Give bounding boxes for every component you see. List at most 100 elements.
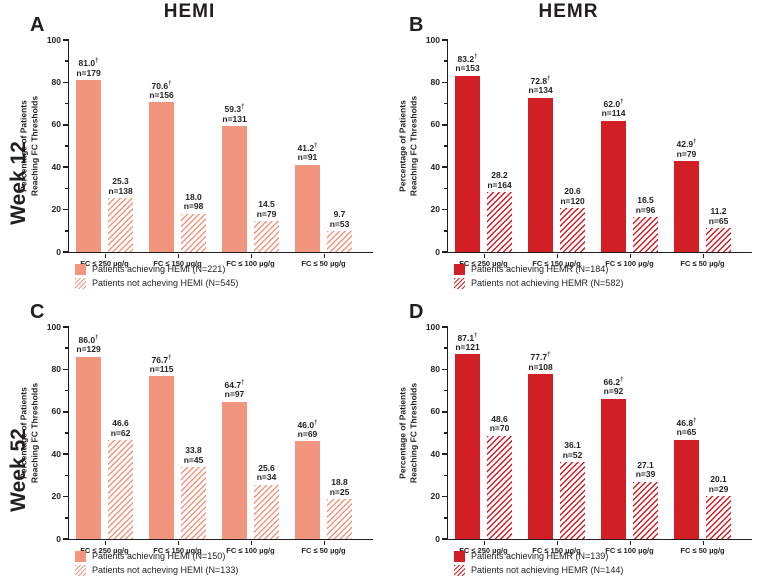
x-tick [177, 253, 179, 258]
bar-group: 46.0† n=69 18.8 n=25 FC ≤ 50 µg/g [295, 327, 352, 555]
bar-cell: 16.5 n=96 [633, 40, 658, 252]
bar-value-label: 33.8 n=45 [184, 446, 204, 465]
bar-n-value: n=91 [297, 152, 318, 163]
y-axis-label-line1: Percentage of Patients [18, 387, 29, 479]
bar-cell: 87.1† n=121 [455, 327, 480, 539]
y-tick-label: 0 [435, 533, 440, 544]
y-axis-label-line1: Percentage of Patients [397, 100, 408, 192]
bar-percent-value: 64.7† [224, 379, 245, 390]
category-label: FC ≤ 250 µg/g [459, 259, 508, 268]
legend-row: Patients not achieving HEMR (N=582) [454, 278, 623, 289]
x-tick [483, 540, 485, 545]
y-tick-label: 100 [46, 321, 61, 332]
dagger-symbol: † [95, 58, 99, 65]
y-minor-tick [65, 145, 69, 147]
y-major-tick [63, 251, 69, 253]
x-tick [323, 253, 325, 258]
bar-cell: 81.0† n=179 [76, 40, 101, 252]
category-label: FC ≤ 100 µg/g [226, 546, 275, 555]
bar-group: 76.7† n=115 33.8 n=45 FC ≤ 150 µg/g [149, 327, 206, 555]
bar-n-value: n=114 [601, 108, 626, 119]
bar-n-value: n=120 [560, 195, 585, 206]
solid-bar [601, 398, 626, 539]
hatched-bar [327, 231, 352, 252]
y-major-tick [442, 251, 448, 253]
x-tick [250, 540, 252, 545]
solid-bar [455, 75, 480, 252]
dagger-symbol: † [314, 142, 318, 149]
bar-n-value: n=96 [635, 204, 656, 215]
bar-n-value: n=115 [149, 363, 174, 374]
panel-c: C Percentage of Patients Reaching FC Thre… [0, 287, 379, 576]
dagger-symbol: † [693, 139, 697, 146]
bar-group: 64.7† n=97 25.6 n=34 FC ≤ 100 µg/g [222, 327, 279, 555]
bar-value-label: 83.2† n=153 [455, 53, 479, 74]
y-tick-label: 100 [425, 321, 440, 332]
y-major-tick [442, 368, 448, 371]
y-minor-tick [65, 60, 69, 62]
bar-value-label: 87.1† n=121 [455, 332, 479, 353]
hatched-bar [633, 217, 658, 252]
y-major-tick [442, 326, 448, 328]
y-major-tick [442, 39, 448, 41]
bar-group: 46.8† n=65 20.1 n=29 FC ≤ 50 µg/g [674, 327, 731, 555]
y-tick-label: 40 [51, 161, 61, 172]
solid-bar [295, 164, 320, 252]
bar-cell: 28.2 n=164 [487, 40, 512, 252]
y-axis-label: Percentage of Patients Reaching FC Thresh… [397, 96, 418, 196]
bar-percent-value: 25.3 [112, 176, 129, 187]
bar-n-value: n=29 [708, 483, 729, 494]
y-major-tick [63, 208, 69, 211]
category-label: FC ≤ 50 µg/g [680, 546, 725, 555]
hatched-bar [560, 208, 585, 252]
solid-bar [528, 374, 553, 539]
bar-value-label: 11.2 n=65 [709, 207, 729, 226]
bar-percent-value: 42.9† [676, 139, 697, 150]
y-minor-tick [65, 230, 69, 232]
bar-value-label: 20.6 n=120 [560, 187, 584, 206]
bar-value-label: 25.3 n=138 [108, 177, 132, 196]
column-title-hemr: HEMR [538, 1, 599, 22]
legend-label: Patients not achieving HEMR (N=582) [471, 278, 624, 288]
hatched-bar [108, 198, 133, 252]
bar-cell: 11.2 n=65 [706, 40, 731, 252]
legend-label: Patients not acheving HEMI (N=545) [92, 278, 239, 288]
bar-value-label: 77.7† n=108 [528, 351, 552, 372]
hatched-bar [487, 192, 512, 252]
bar-cell: 83.2† n=153 [455, 40, 480, 252]
bar-group: 59.3† n=131 14.5 n=79 FC ≤ 100 µg/g [222, 40, 279, 268]
dagger-symbol: † [474, 53, 478, 60]
x-tick [702, 540, 704, 545]
bar-n-value: n=79 [256, 208, 277, 219]
y-minor-tick [444, 102, 448, 105]
hatched-bar [254, 484, 279, 539]
bar-value-label: 46.6 n=62 [111, 418, 131, 438]
bar-percent-value: 77.7† [530, 352, 551, 363]
bar-value-label: 9.7 n=53 [330, 210, 350, 229]
bar-group: 41.2† n=91 9.7 n=53 FC ≤ 50 µg/g [295, 40, 352, 268]
y-major-tick [63, 538, 69, 540]
legend: Patients achieving HEMI (N=221) Patients … [75, 264, 238, 289]
y-minor-tick [444, 432, 448, 434]
plot-area-d: Percentage of Patients Reaching FC Thresh… [397, 322, 752, 555]
bar-n-value: n=129 [76, 344, 101, 355]
bar-percent-value: 28.2 [491, 170, 508, 181]
bar-percent-value: 66.2† [603, 376, 624, 387]
y-tick-label: 20 [51, 204, 61, 215]
bar-group: 86.0† n=129 46.6 n=62 FC ≤ 250 µg/g [76, 327, 133, 555]
category-label: FC ≤ 250 µg/g [80, 546, 129, 555]
legend-label: Patients achieving HEMR (N=139) [471, 551, 609, 561]
bar-group: 83.2† n=153 28.2 n=164 FC ≤ 250 µg/g [455, 40, 512, 268]
legend-row: Patients achieving HEMR (N=184) [454, 264, 623, 275]
bar-percent-value: 36.1 [564, 440, 581, 451]
y-axis-label: Percentage of Patients Reaching FC Thresh… [18, 383, 39, 483]
y-tick-label: 100 [46, 34, 61, 45]
bar-percent-value: 20.6 [564, 186, 581, 197]
panel-d: D Percentage of Patients Reaching FC Thre… [379, 287, 758, 576]
bar-percent-value: 18.8 [331, 477, 348, 488]
bar-cell: 86.0† n=129 [76, 327, 101, 539]
solid-bar [674, 439, 699, 539]
y-major-tick [442, 124, 448, 126]
bar-cell: 18.0 n=98 [181, 40, 206, 252]
